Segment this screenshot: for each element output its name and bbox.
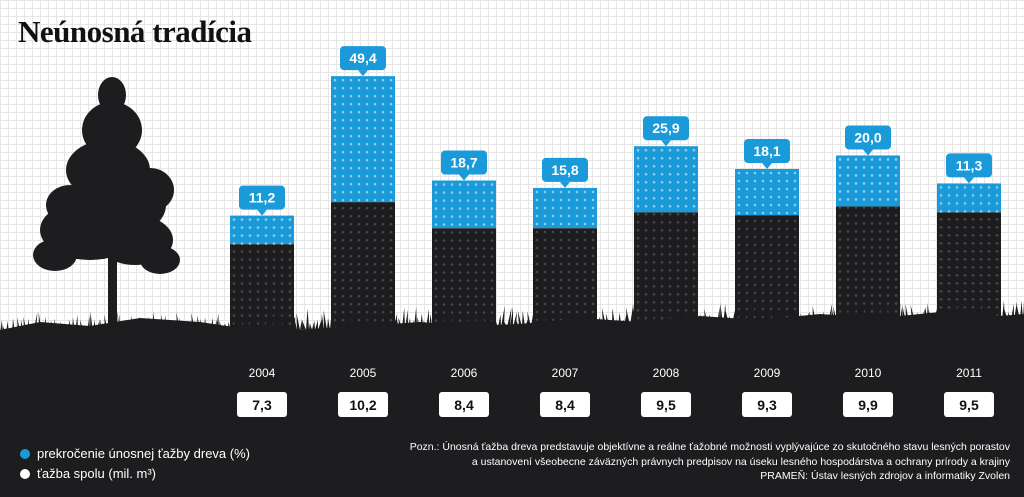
note-line: Pozn.: Únosná ťažba dreva predstavuje ob… — [409, 441, 1010, 453]
top-value-box — [441, 150, 487, 175]
legend-item-exceedance: prekročenie únosnej ťažby dreva (%) — [20, 446, 250, 461]
top-value-pointer — [257, 209, 267, 216]
bar-segment-exceedance — [230, 215, 294, 245]
bottom-value-box — [237, 392, 287, 417]
bottom-value-box — [944, 392, 994, 417]
dot-pattern — [939, 186, 999, 349]
bottom-value-label: 9,5 — [641, 392, 691, 417]
top-value-box — [643, 116, 689, 141]
source-line: PRAMEŇ: Ústav lesných zdrojov a informat… — [760, 470, 1010, 482]
year-label: 2007 — [552, 366, 579, 380]
legend-label: ťažba spolu (mil. m³) — [37, 466, 157, 481]
note-line: a ustanovení všeobecne záväzných právnyc… — [471, 455, 1010, 468]
top-value-pointer — [358, 70, 368, 77]
top-value-pointer — [863, 149, 873, 156]
bar-segment-exceedance — [533, 187, 597, 229]
legend-marker-white — [20, 468, 30, 479]
bottom-value-box — [338, 392, 388, 417]
bottom-value-label: 10,2 — [338, 392, 388, 417]
top-value-label: 11,3 — [946, 153, 992, 184]
bottom-value-label: 9,9 — [843, 392, 893, 417]
year-label: 2004 — [249, 366, 276, 380]
top-value-pointer — [560, 181, 570, 188]
bottom-value-text: 9,5 — [959, 397, 979, 413]
bottom-value-label: 9,3 — [742, 392, 792, 417]
bottom-value-text: 9,9 — [858, 397, 878, 413]
bottom-value-text: 9,5 — [656, 397, 676, 413]
year-label: 2010 — [855, 366, 882, 380]
bottom-value-text: 7,3 — [252, 397, 272, 413]
bottom-value-box — [641, 392, 691, 417]
bottom-value-text: 8,4 — [454, 397, 474, 413]
top-value-label: 18,7 — [441, 150, 487, 181]
top-value-pointer — [762, 162, 772, 169]
bar-segment-exceedance — [432, 180, 496, 229]
top-value-text: 11,2 — [249, 190, 276, 206]
year-label: 2008 — [653, 366, 680, 380]
bottom-value-text: 10,2 — [349, 397, 376, 413]
legend-item-total: ťažba spolu (mil. m³) — [20, 466, 156, 481]
year-label: 2006 — [451, 366, 478, 380]
legend-marker-blue — [20, 448, 30, 459]
bottom-value-box — [439, 392, 489, 417]
year-label: 2005 — [350, 366, 377, 380]
bottom-value-box — [742, 392, 792, 417]
bottom-value-label: 7,3 — [237, 392, 287, 417]
bottom-value-text: 9,3 — [757, 397, 777, 413]
top-value-pointer — [459, 174, 469, 181]
legend-and-notes-bar: prekročenie únosnej ťažby dreva (%) ťažb… — [0, 430, 1024, 497]
top-value-text: 18,1 — [753, 143, 780, 159]
grass-blades — [0, 299, 1024, 334]
top-value-pointer — [661, 140, 671, 147]
bottom-value-text: 8,4 — [555, 397, 575, 413]
bottom-value-box — [843, 392, 893, 417]
bar-2005 — [331, 76, 395, 350]
top-value-text: 15,8 — [551, 162, 578, 178]
dot-bar-chart: 11,2 2004 7,3 49,4 2005 10,2 18,7 2006 8,4 15,8 20… — [0, 46, 1024, 430]
page-title: Neúnosná tradícia — [18, 14, 252, 49]
dot-pattern — [737, 171, 797, 351]
bar-segment-exceedance — [735, 168, 799, 216]
top-value-label: 15,8 — [542, 157, 588, 188]
year-label: 2011 — [956, 366, 982, 380]
top-value-box — [542, 157, 588, 182]
bar-segment-exceedance — [937, 183, 1001, 213]
top-value-box — [239, 185, 285, 210]
bar-segment-exceedance — [634, 146, 698, 213]
top-value-label: 20,0 — [845, 125, 891, 156]
footnote: Pozn.: Únosná ťažba dreva predstavuje ob… — [370, 440, 1010, 484]
top-value-text: 25,9 — [652, 120, 679, 136]
bar-segment-exceedance — [836, 155, 900, 207]
bottom-value-label: 8,4 — [439, 392, 489, 417]
bottom-value-box — [540, 392, 590, 417]
top-value-text: 20,0 — [854, 129, 881, 145]
top-value-pointer — [964, 177, 974, 184]
bottom-value-label: 9,5 — [944, 392, 994, 417]
top-value-label: 11,2 — [239, 185, 285, 216]
top-value-box — [744, 138, 790, 163]
bottom-value-label: 8,4 — [540, 392, 590, 417]
top-value-text: 11,3 — [956, 157, 983, 173]
year-label: 2009 — [754, 366, 781, 380]
top-value-label: 49,4 — [340, 46, 386, 77]
bar-segment-exceedance — [331, 76, 395, 203]
top-value-label: 25,9 — [643, 116, 689, 147]
top-value-box — [946, 153, 992, 178]
top-value-text: 49,4 — [349, 50, 376, 66]
tree-illustration — [33, 77, 180, 335]
legend-label: prekročenie únosnej ťažby dreva (%) — [37, 446, 250, 461]
top-value-box — [340, 46, 386, 71]
top-value-label: 18,1 — [744, 138, 790, 169]
top-value-text: 18,7 — [450, 155, 477, 171]
top-value-box — [845, 125, 891, 150]
